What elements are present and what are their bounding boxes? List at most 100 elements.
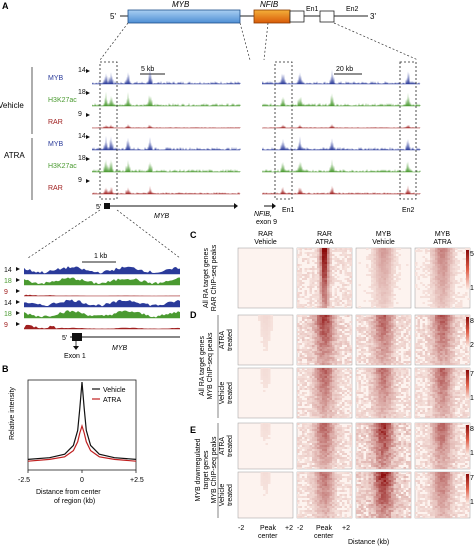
zoom-signal-0 bbox=[24, 266, 180, 274]
gene-map-5prime: 5' bbox=[110, 12, 116, 21]
colorbar-min-4: 1 bbox=[470, 499, 474, 506]
zoom-signal-1 bbox=[24, 277, 180, 285]
row-d-label-1: MYB ChIP-seq peaks bbox=[207, 332, 214, 399]
track-name-0: MYB bbox=[48, 75, 64, 82]
row-e-atra-0: ATRA bbox=[219, 437, 226, 455]
track-name-3: MYB bbox=[48, 141, 64, 148]
row-e-vehicle-0: Vehicle bbox=[219, 484, 226, 507]
zoom-panel: 1 kb 14 18 9 14 18 9 5' Exon 1 MYB bbox=[4, 253, 180, 360]
zoom-max-1: 18 bbox=[4, 278, 12, 285]
annot-nfib: NFIB, bbox=[254, 211, 272, 218]
chart-series bbox=[27, 381, 137, 462]
panel-letter-a: A bbox=[2, 1, 9, 11]
heatmap-panels: RARVehicleRARATRAMYBVehicleMYBATRA518271… bbox=[195, 231, 474, 546]
panel-letter-b: B bbox=[2, 364, 9, 374]
gene-map: 5' 3' MYB NFIB En1 En2 bbox=[99, 0, 419, 61]
hm-peak-1: Peak bbox=[316, 525, 332, 532]
annot-en1: En1 bbox=[282, 207, 295, 214]
track-signal-left-4 bbox=[92, 159, 241, 172]
group-labels: Vehicle ATRA bbox=[0, 67, 33, 200]
chart-x-ticks: -2.5 0 +2.5 bbox=[18, 470, 144, 484]
chart-legend: Vehicle ATRA bbox=[92, 387, 126, 404]
hm-peak-0: Peak bbox=[260, 525, 276, 532]
zoom-exon1: Exon 1 bbox=[64, 353, 86, 360]
track-signal-left-5 bbox=[92, 185, 241, 194]
zoom-signal-4 bbox=[24, 310, 180, 318]
col-header-2-a: MYB bbox=[376, 231, 392, 238]
track-name-5: RAR bbox=[48, 185, 63, 192]
zoom-tracks bbox=[24, 266, 180, 330]
colorbar-2 bbox=[466, 370, 469, 400]
scale-left: 5 kb bbox=[141, 66, 154, 73]
panel-letter-d: D bbox=[190, 310, 197, 320]
colorbar-4 bbox=[466, 474, 469, 504]
row-e-atra-1: treated bbox=[227, 435, 234, 457]
track-signal-left-0 bbox=[92, 68, 241, 84]
track-max-2: 9 bbox=[78, 111, 82, 118]
hm-tick-1: +2 bbox=[285, 525, 293, 532]
zoom-myb: MYB bbox=[112, 345, 128, 352]
row-e-label-2: MYB ChIP-seq peaks bbox=[211, 436, 218, 503]
track-signal-right-5 bbox=[262, 185, 421, 194]
panel-letter-c: C bbox=[190, 230, 197, 240]
gene-map-en1-label: En1 bbox=[306, 6, 319, 13]
highlight-boxes bbox=[99, 61, 417, 200]
row-c-label-0: All RA target genes bbox=[203, 248, 210, 308]
nfib-gene-box bbox=[253, 9, 291, 24]
track-name-4: H3K27ac bbox=[48, 163, 77, 170]
colorbar-0 bbox=[466, 250, 469, 290]
colorbar-max-0: 5 bbox=[470, 251, 474, 258]
chart-series-line-1 bbox=[27, 423, 137, 462]
zoom-max-3: 14 bbox=[4, 300, 12, 307]
row-c-label-1: RAR ChIP-seq peaks bbox=[211, 244, 218, 311]
chart-legend-1: ATRA bbox=[103, 397, 121, 404]
colorbar-min-2: 1 bbox=[470, 395, 474, 402]
col-header-2-b: Vehicle bbox=[372, 239, 395, 246]
colorbar-min-0: 1 bbox=[470, 285, 474, 292]
gene-map-3prime: 3' bbox=[370, 12, 376, 21]
scale-zoom: 1 kb bbox=[94, 253, 107, 260]
track-max-3: 14 bbox=[78, 133, 86, 140]
hm-tick-3: +2 bbox=[342, 525, 350, 532]
genome-annotation: 5' MYB NFIB, exon 9 En1 En2 bbox=[27, 203, 415, 259]
scale-bars: 5 kb 20 kb bbox=[140, 66, 362, 75]
zoom-signal-5 bbox=[24, 324, 180, 329]
row-d-label-0: All RA target genes bbox=[199, 336, 206, 396]
row-d-atra-0: ATRA bbox=[219, 331, 226, 349]
track-signal-right-3 bbox=[262, 136, 421, 150]
colorbar-min-1: 2 bbox=[470, 342, 474, 349]
annot-en2: En2 bbox=[402, 207, 415, 214]
row-d-vehicle-0: Vehicle bbox=[219, 382, 226, 405]
annot-5prime: 5' bbox=[96, 204, 101, 211]
chart-x-tick-2: +2.5 bbox=[130, 477, 144, 484]
track-signal-left-3 bbox=[92, 135, 241, 150]
group-atra: ATRA bbox=[4, 151, 25, 160]
myb-gene-box bbox=[127, 9, 241, 24]
track-name-2: RAR bbox=[48, 119, 63, 126]
zoom-max-2: 9 bbox=[4, 289, 8, 296]
colorbar-min-3: 1 bbox=[470, 450, 474, 457]
profile-chart: Relative intensity -2.5 0 +2.5 Vehicle ATRA… bbox=[9, 379, 144, 505]
colorbar-3 bbox=[466, 425, 469, 455]
hm-tick-0: -2 bbox=[238, 525, 244, 532]
colorbar-max-1: 8 bbox=[470, 318, 474, 325]
col-header-1-a: RAR bbox=[317, 231, 332, 238]
hm-distance-label: Distance (kb) bbox=[348, 539, 389, 546]
gene-map-myb-label: MYB bbox=[172, 0, 190, 9]
annot-myb: MYB bbox=[154, 213, 170, 220]
col-header-3-b: ATRA bbox=[433, 239, 451, 246]
group-vehicle: Vehicle bbox=[0, 101, 24, 110]
track-name-1: H3K27ac bbox=[48, 97, 77, 104]
row-d-vehicle-1: treated bbox=[227, 382, 234, 404]
zoom-5prime: 5' bbox=[62, 335, 67, 342]
col-header-0-a: RAR bbox=[258, 231, 273, 238]
track-signal-right-2 bbox=[262, 123, 421, 128]
row-d-atra-1: treated bbox=[227, 329, 234, 351]
chart-xlabel-1: Distance from center bbox=[36, 489, 101, 496]
track-signal-right-1 bbox=[262, 92, 421, 106]
col-header-1-b: ATRA bbox=[315, 239, 333, 246]
colorbar-1 bbox=[466, 317, 469, 347]
en2-box bbox=[319, 10, 335, 23]
